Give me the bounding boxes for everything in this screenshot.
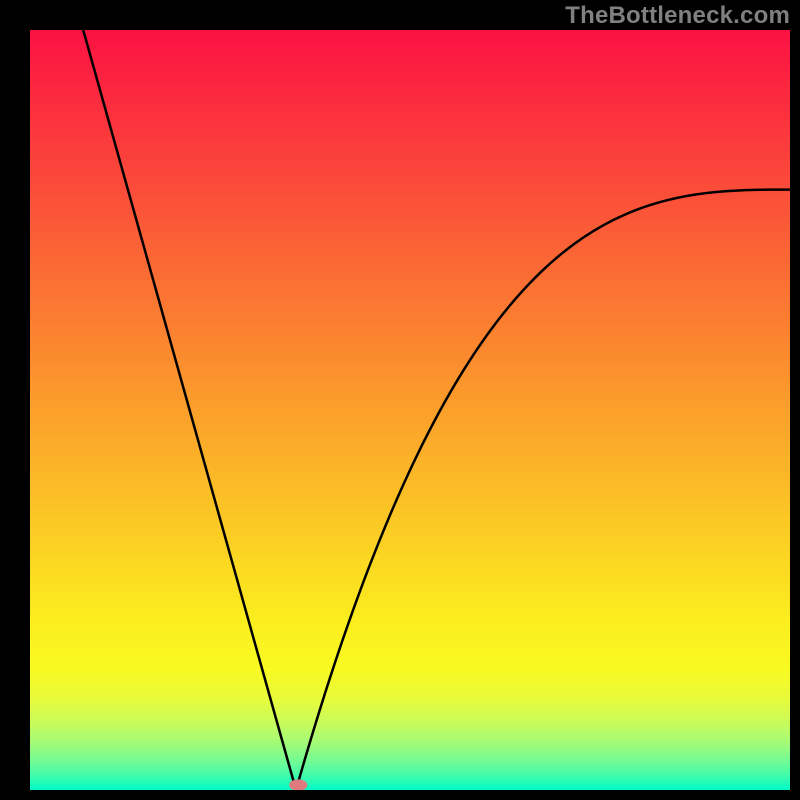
bottleneck-curve bbox=[83, 30, 790, 790]
watermark-text: TheBottleneck.com bbox=[565, 2, 790, 30]
dip-marker bbox=[289, 779, 307, 790]
chart-frame: TheBottleneck.com bbox=[0, 0, 800, 800]
curve-overlay bbox=[30, 30, 790, 790]
